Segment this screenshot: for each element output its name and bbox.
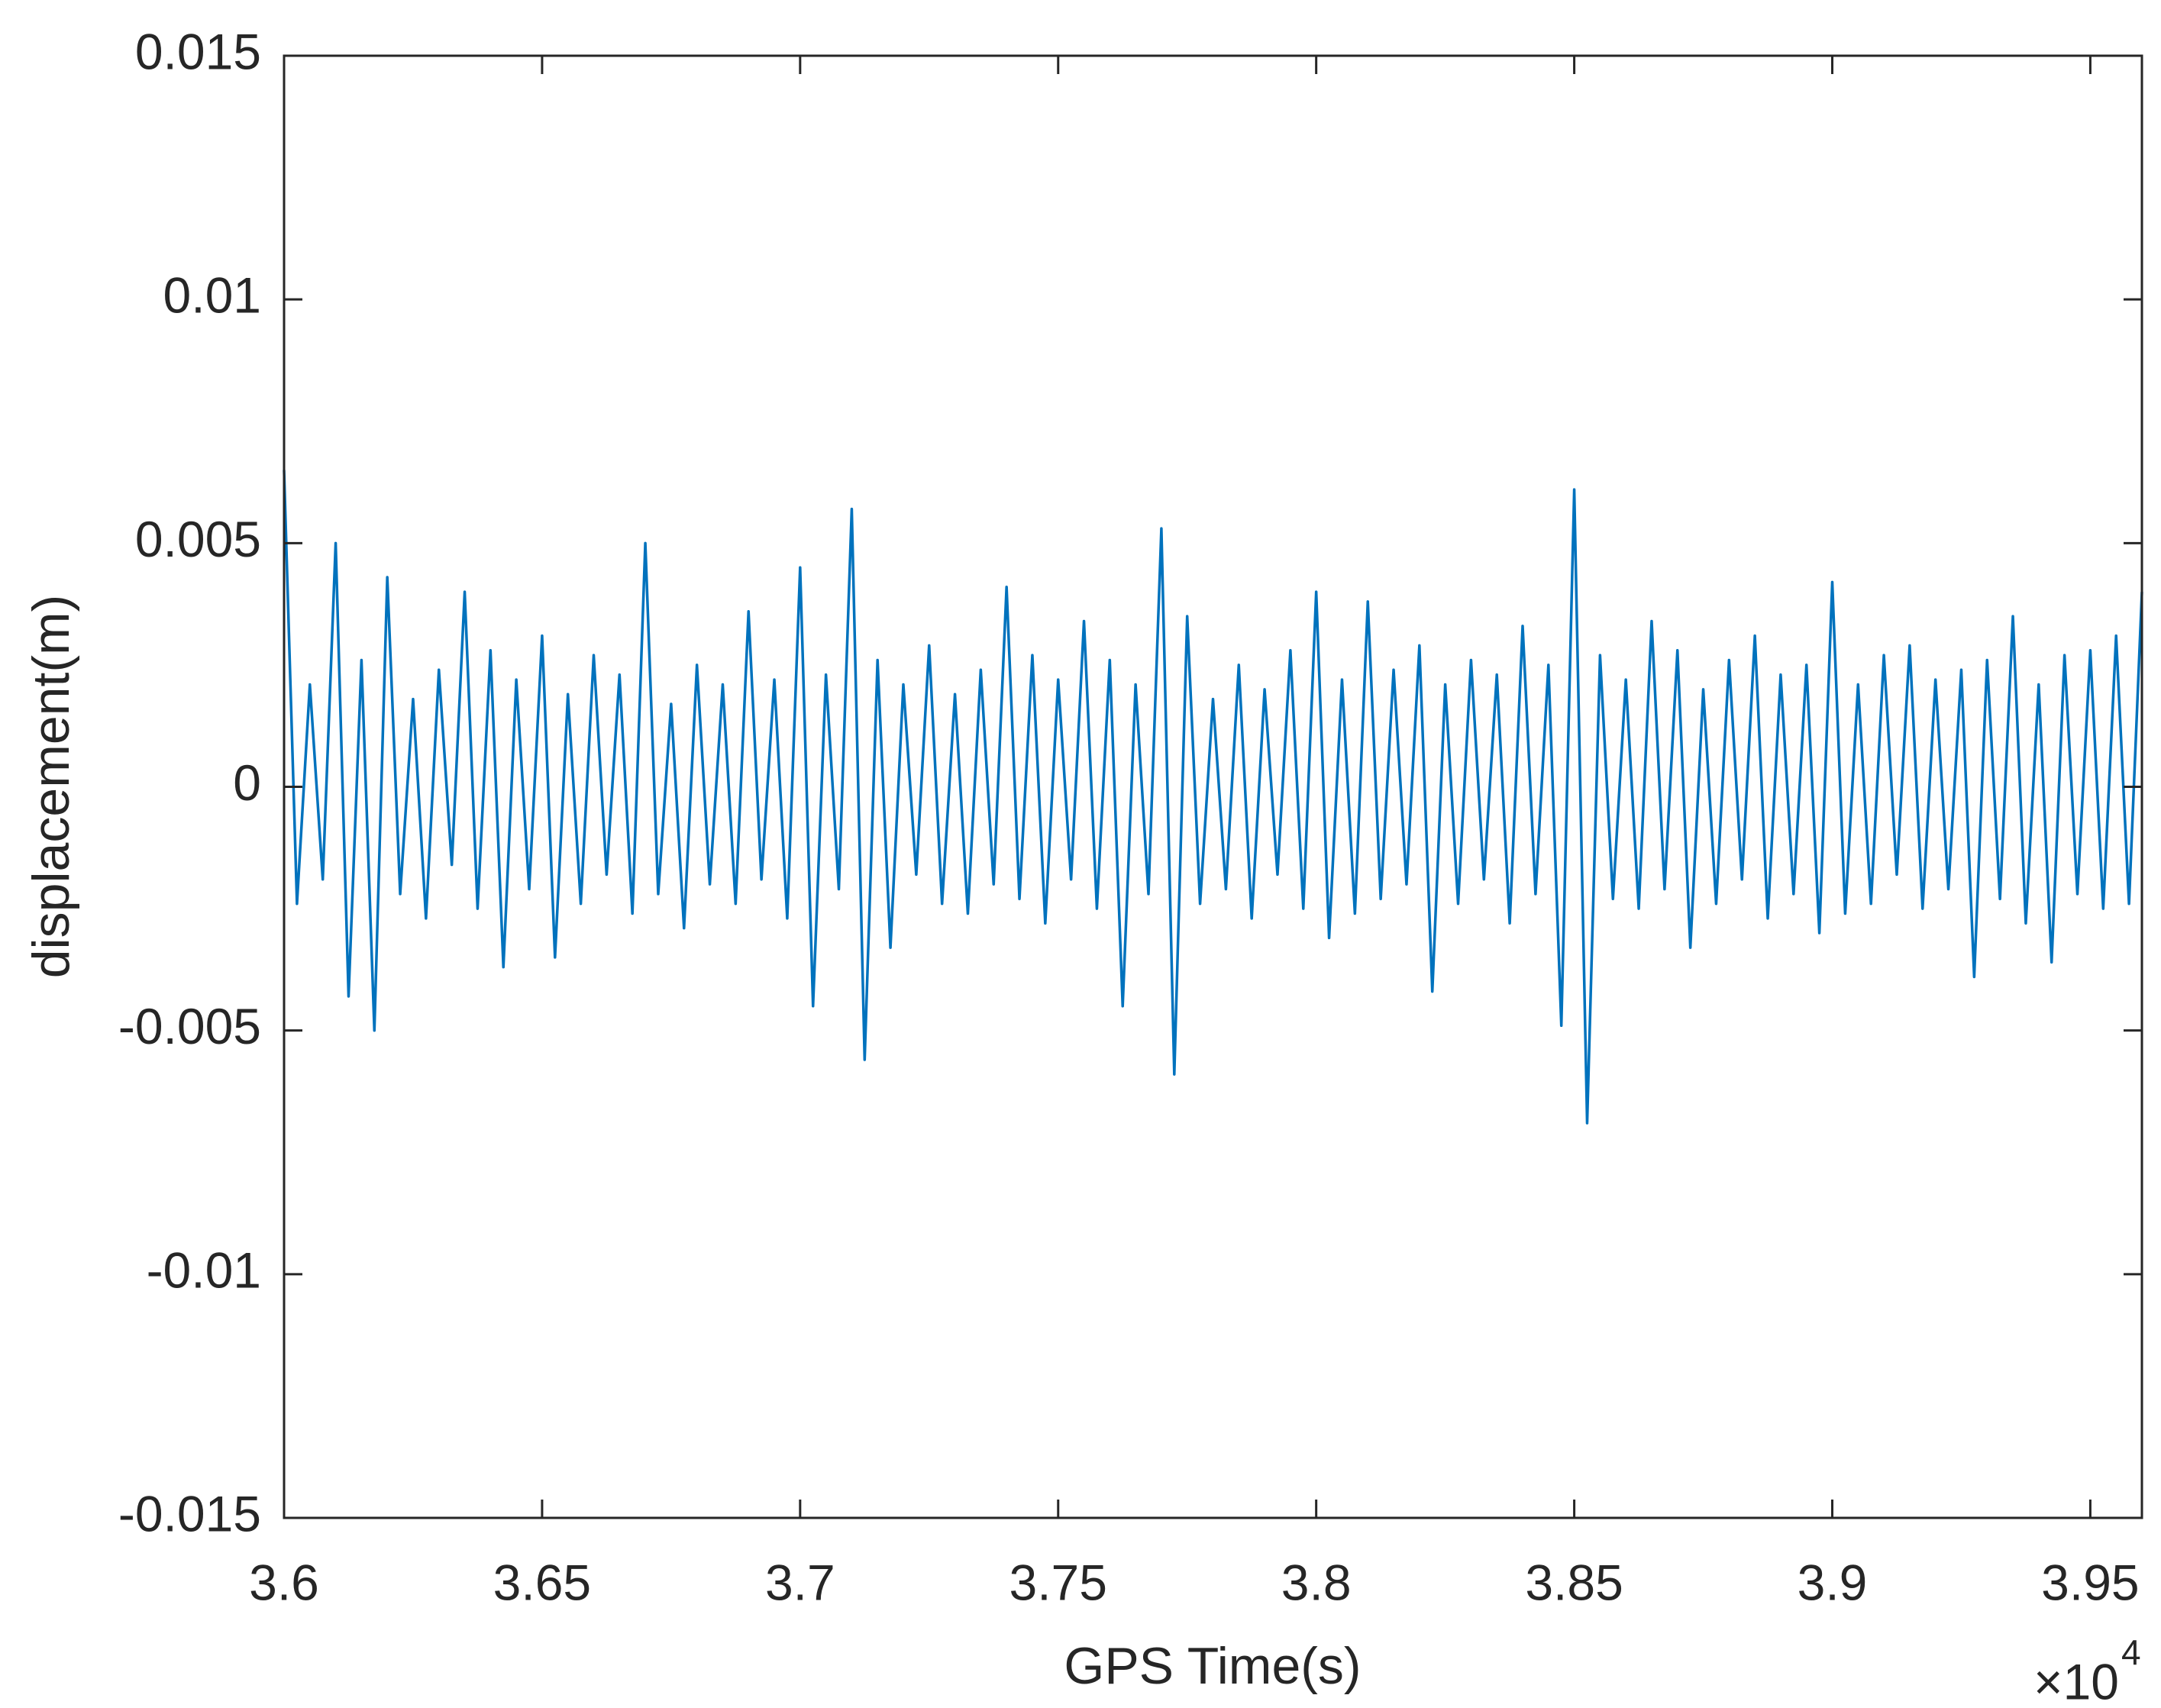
x-tick-label: 3.6 (249, 1554, 319, 1610)
y-tick-label: 0.01 (163, 267, 261, 324)
x-tick-label: 3.7 (765, 1554, 835, 1610)
x-tick-label: 3.9 (1798, 1554, 1868, 1610)
y-tick-label: -0.015 (118, 1485, 261, 1542)
y-tick-label: 0.005 (135, 511, 261, 567)
x-axis-label: GPS Time(s) (1064, 1637, 1361, 1695)
x-tick-label: 3.8 (1281, 1554, 1352, 1610)
x-multiplier-base: ×10 (2033, 1653, 2119, 1708)
x-tick-label: 3.95 (2041, 1554, 2139, 1610)
x-tick-label: 3.85 (1525, 1554, 1623, 1610)
y-tick-label: -0.005 (118, 998, 261, 1054)
y-axis-label: displacement(m) (22, 595, 80, 979)
y-tick-label: -0.01 (147, 1241, 261, 1298)
x-multiplier-exponent: 4 (2121, 1632, 2141, 1672)
y-tick-label: 0.015 (135, 23, 261, 79)
x-tick-label: 3.75 (1009, 1554, 1107, 1610)
data-line (283, 470, 2143, 1125)
y-tick-label: 0 (233, 754, 261, 811)
x-tick-label: 3.65 (493, 1554, 591, 1610)
